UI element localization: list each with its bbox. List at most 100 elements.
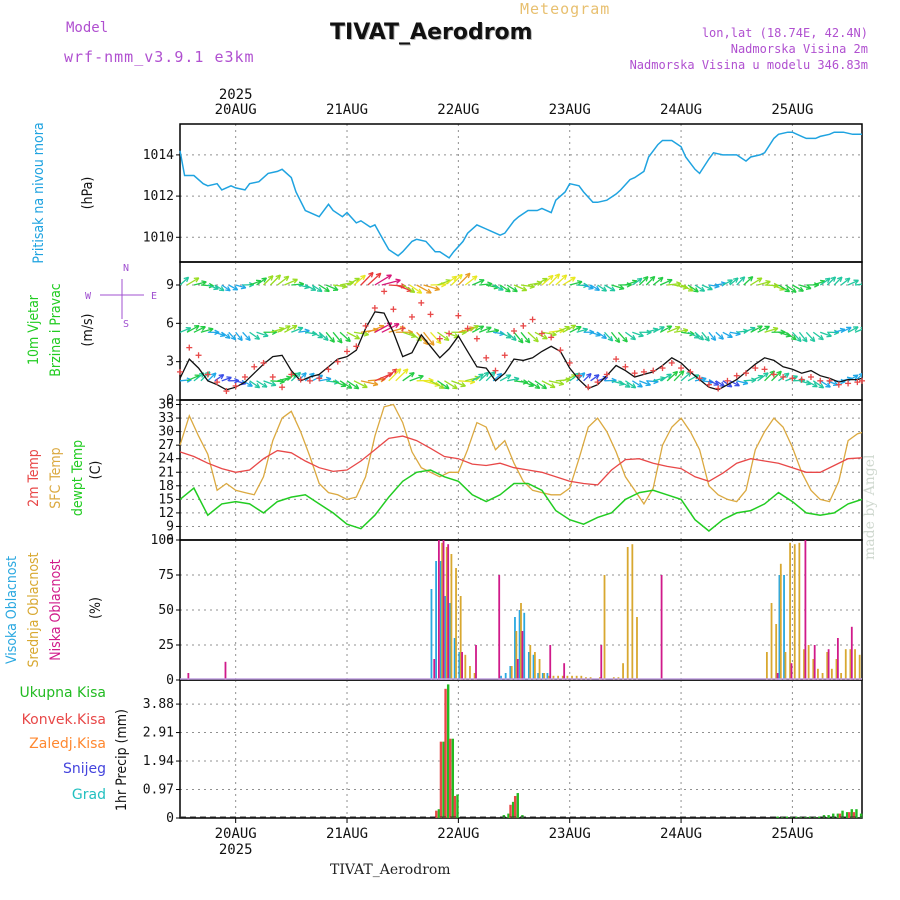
wind-arrow-1-9-head-b	[227, 333, 231, 339]
cloud-bar-2-16	[790, 663, 793, 680]
wind-arrow-2-24-head-b	[298, 281, 304, 285]
wind-arrow-0-129-head-a	[785, 372, 790, 378]
wind-arrow-1-136.5	[812, 331, 824, 341]
wind-arrow-0-54	[430, 380, 445, 389]
wind-arrow-0-0-head-a	[186, 379, 192, 383]
wind-arrow-0-78	[541, 380, 556, 389]
cloud-ylabel: (%)	[88, 597, 104, 619]
wind-arrow-1-103.5-head-a	[668, 325, 673, 331]
wind-arrow-1-63-head-a	[480, 325, 485, 331]
wind-arrow-1-136.5-head-a	[818, 338, 824, 341]
wind-arrow-2-57	[444, 275, 458, 286]
wind-arrow-0-36	[346, 380, 360, 390]
wind-arrow-2-82.5-head-b	[570, 276, 576, 279]
wind-arrow-1-9	[221, 331, 231, 339]
wind-arrow-1-147-head-b	[869, 329, 874, 330]
wind-arrow-1-114-head-a	[710, 337, 716, 341]
wind-arrow-2-78-head-b	[548, 274, 554, 278]
wind-arrow-1-76.5-head-b	[543, 334, 548, 340]
cloud-title-low: Niska Oblacnost	[48, 559, 64, 661]
cloud-bar-0-0	[430, 589, 433, 680]
wind-arrow-2-118.5-head-a	[735, 277, 739, 283]
wind-arrow-1-84-head-a	[577, 326, 582, 331]
wind-arrow-0-99	[639, 380, 651, 386]
wind-arrow-2-118.5-head-b	[733, 277, 739, 280]
wind-arrow-0-118.5	[729, 380, 740, 387]
cloud-bar-0-4	[449, 603, 451, 680]
wind-arrow-2-33-head-a	[341, 286, 347, 289]
wind-arrow-1-55.5-head-b	[445, 335, 450, 341]
wind-arrow-1-19.5-head-b	[278, 326, 285, 329]
wind-arrow-0-63-head-a	[480, 373, 484, 379]
wind-arrow-1-130.5	[785, 331, 797, 341]
wind-arrow-1-64.5	[478, 326, 492, 333]
wind-arrow-0-135	[806, 380, 818, 388]
wind-arrow-2-73.5	[520, 284, 535, 288]
wind-arrow-2-111	[694, 284, 705, 292]
wind-arrow-1-112.5-head-a	[704, 338, 710, 342]
wind-arrow-1-138-head-a	[826, 335, 832, 338]
wind-arrow-2-114-head-a	[714, 285, 720, 289]
wind-arrow-1-79.5-head-a	[559, 329, 565, 334]
wind-arrow-0-46.5-head-b	[402, 368, 409, 372]
cloud-bar-0-18	[778, 575, 781, 680]
wind-arrow-0-25.5-head-a	[303, 372, 307, 378]
wind-arrow-0-43.5-head-b	[392, 368, 398, 371]
wind-arrow-0-79.5-head-a	[558, 383, 564, 387]
wind-arrow-2-141	[833, 276, 843, 286]
wind-arrow-1-90-head-b	[603, 333, 607, 339]
wind-arrow-2-69	[499, 284, 511, 293]
precip-bar-0-0	[437, 809, 441, 818]
wind-arrow-0-114	[708, 380, 719, 386]
wind-arrow-2-48	[402, 284, 416, 293]
wind-arrow-1-136.5-head-b	[820, 334, 824, 340]
wind-arrow-2-141-head-a	[839, 276, 843, 283]
wind-arrow-1-4.5-head-a	[208, 328, 214, 333]
wind-arrow-2-79.5-head-b	[554, 273, 560, 277]
wind-arrow-0-109.5	[687, 374, 700, 382]
wind-arrow-1-81	[555, 326, 570, 333]
wind-arrow-2-4.5-head-b	[208, 282, 214, 287]
wind-arrow-1-4.5-head-b	[208, 327, 214, 330]
wind-arrow-2-139.5-head-a	[833, 276, 837, 282]
wind-arrow-2-130.5	[785, 284, 797, 293]
wind-arrow-0-76.5-head-a	[541, 387, 547, 390]
wind-arrow-2-133.5-head-b	[806, 284, 812, 289]
wind-arrow-1-7.5	[214, 331, 226, 337]
cloud-bar-2-1	[224, 661, 227, 680]
precip-bar-0-3	[451, 738, 455, 818]
wind-arrow-1-91.5	[604, 331, 614, 342]
wind-arrow-2-91.5	[604, 284, 616, 292]
cloud-bar-1-7	[473, 673, 476, 680]
series-2-2	[179, 469, 863, 532]
bottom-date-label-4: 24AUG	[660, 826, 702, 842]
wind-arrow-1-132-head-b	[798, 336, 802, 342]
wind-arrow-1-4.5	[200, 328, 214, 333]
wind-arrow-2-82.5-head-a	[572, 276, 576, 282]
wind-arrow-1-13.5-head-a	[245, 337, 251, 342]
wind-arrow-0-6	[207, 372, 217, 382]
wind-arrow-0-138-head-b	[827, 382, 831, 388]
wind-arrow-2-22.5-head-a	[293, 278, 298, 284]
wind-arrow-0-67.5-head-b	[496, 372, 502, 376]
bottom-date-label-5: 25AUG	[771, 826, 813, 842]
wind-arrow-0-15-head-b	[256, 383, 261, 389]
wind-arrow-0-124.5-head-b	[763, 372, 769, 375]
wind-arrow-1-70.5	[506, 331, 517, 341]
cloud-bar-1-31	[631, 544, 634, 680]
panel-frame-0	[179, 123, 863, 263]
wind-arrow-2-76.5	[534, 277, 548, 286]
ytick-label-2-8: 30	[158, 425, 174, 440]
wind-arrow-1-52.5-head-a	[429, 342, 435, 346]
wind-arrow-1-51	[416, 331, 429, 345]
wind-arrow-2-120	[736, 276, 746, 286]
wind-arrow-1-66	[486, 329, 499, 333]
wind-arrow-1-82.5	[562, 324, 577, 333]
wind-arrow-0-55.5-head-a	[443, 387, 450, 390]
wind-arrow-1-117-head-b	[728, 332, 733, 338]
wind-arrow-1-10.5-head-a	[230, 337, 236, 341]
cloud-bar-1-22	[580, 675, 583, 680]
wind-arrow-1-127.5-head-b	[780, 329, 786, 333]
wind-arrow-0-115.5-head-b	[721, 381, 726, 387]
ytick-label-3-1: 25	[158, 638, 174, 653]
